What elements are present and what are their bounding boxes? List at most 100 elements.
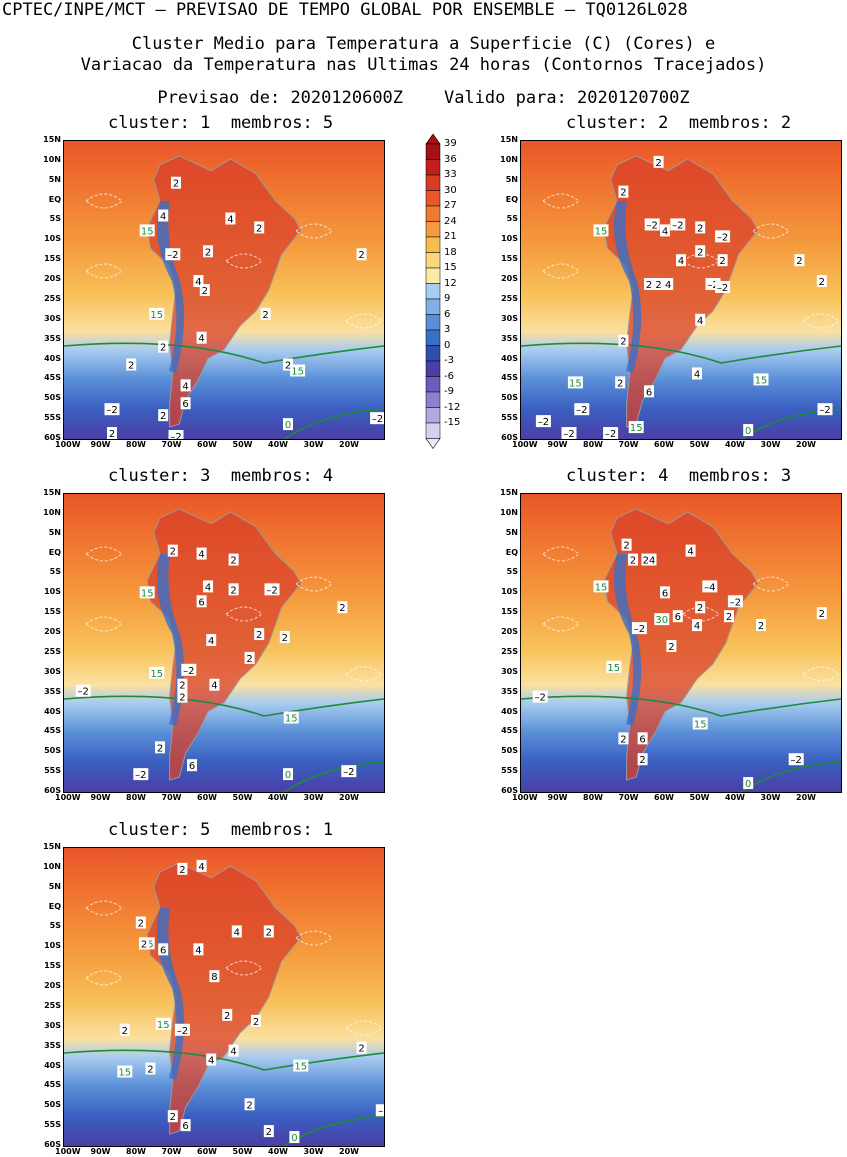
svg-text:2: 2 [796,256,802,267]
lon-tick-label: 90W [547,793,568,802]
colorbar-tick-label: 30 [444,184,457,196]
variation-label: –4 [702,580,718,593]
svg-text:2: 2 [138,919,144,930]
colorbar-tick-label: -12 [444,401,461,413]
colorbar-swatches [425,134,441,450]
svg-text:2: 2 [639,755,645,766]
svg-text:15: 15 [694,719,707,730]
svg-text:2: 2 [246,1100,252,1111]
svg-text:2: 2 [230,556,236,567]
variation-label: 2 [171,176,181,190]
svg-text:0: 0 [291,1133,297,1144]
variation-label: –2 [670,218,686,231]
variation-label: –2 [341,765,357,778]
lat-tick-label: 15S [44,254,61,264]
colorbar-segment [425,360,441,377]
variation-label: –2 [727,595,743,608]
lat-tick-label: 10S [501,587,518,597]
svg-text:–2: –2 [791,755,802,766]
lat-tick-label: EQ [505,547,518,557]
colorbar-tick-label: -15 [444,417,461,428]
svg-text:2: 2 [128,361,134,372]
variation-label: 6 [187,759,197,772]
lon-tick-label: 20W [339,1147,359,1156]
lon-tick-label: 100W [512,440,538,449]
variation-contour [542,546,580,562]
svg-text:4: 4 [198,550,204,561]
svg-text:0: 0 [745,779,751,790]
svg-text:2: 2 [256,630,262,641]
variation-label: 6 [158,943,169,956]
variation-contour [225,253,263,269]
lat-tick-label: 40S [44,706,61,716]
variation-label: 2 [279,631,290,644]
variation-label: 2 [158,340,169,354]
svg-text:2: 2 [339,603,345,614]
lat-tick-label: 45S [501,726,518,736]
svg-text:–2: –2 [372,414,383,425]
svg-text:–2: –2 [135,770,146,781]
lat-tick-label: 45S [44,373,61,383]
variation-label: 24 [641,553,657,567]
variation-contour [345,313,383,329]
variation-label: 2 [228,553,239,567]
lat-tick-label: 55S [44,1120,61,1130]
svg-text:2: 2 [230,585,236,596]
lat-tick-label: 35S [501,333,518,343]
lat-tick-label: 40S [501,353,518,363]
lat-tick-label: 15S [501,607,518,617]
andes-cold-band [156,554,185,726]
lon-tick-label: 30W [760,793,781,802]
isotherm-label: 15 [149,307,165,321]
svg-text:15: 15 [285,714,298,725]
svg-text:2: 2 [668,642,674,653]
svg-text:–2: –2 [707,280,718,291]
colorbar-tick-label: 36 [444,153,457,165]
svg-text:4: 4 [697,316,703,327]
variation-label: 2 [666,639,677,653]
variation-label: 4 [193,275,204,288]
lat-tick-label: 10N [500,154,518,164]
lat-tick-label: 55S [44,413,61,423]
andes-cold-band [613,201,642,373]
svg-text:2: 2 [266,1127,272,1138]
lon-tick-label: 50W [689,793,710,802]
lat-tick-label: 10S [44,587,61,597]
variation-label: 2 [618,185,629,199]
svg-text:2: 2 [358,1044,364,1055]
lat-tick-label: 35S [44,1040,61,1050]
lon-tick-label: 90W [90,440,111,449]
svg-text:4: 4 [160,212,166,223]
variation-contour [682,253,720,269]
svg-text:–2: –2 [605,429,616,439]
chart-header-source: CPTEC/INPE/MCT – PREVISAO DE TEMPO GLOBA… [2,0,688,20]
isotherm-label: 15 [149,666,165,680]
variation-contour [85,616,123,632]
svg-text:4: 4 [195,945,201,956]
svg-text:–2: –2 [647,220,658,231]
lat-tick-label: 20S [501,274,518,284]
svg-text:2: 2 [620,734,626,745]
lat-tick-label: 10N [500,507,518,517]
svg-text:2: 2 [758,621,764,632]
colorbar-segment [425,252,441,269]
lat-tick-label: 25S [501,293,518,303]
variation-label: 4 [225,212,236,225]
lat-tick-label: 45S [44,1080,61,1090]
svg-text:–2: –2 [634,624,645,635]
svg-text:–2: –2 [183,666,194,677]
svg-text:2: 2 [620,188,626,199]
lat-tick-label: 45S [44,726,61,736]
svg-text:6: 6 [662,588,668,599]
variation-label: 2 [263,1125,274,1138]
lon-tick-label: 30W [760,440,781,449]
variation-contour [345,1020,383,1036]
variation-contour [802,313,840,329]
lon-tick-label: 50W [232,793,253,802]
variation-label: 2 [695,601,706,614]
variation-label: 2 [717,254,728,267]
lon-tick-label: 20W [339,440,359,449]
svg-text:2: 2 [655,280,661,291]
lat-tick-label: 25S [44,293,61,303]
